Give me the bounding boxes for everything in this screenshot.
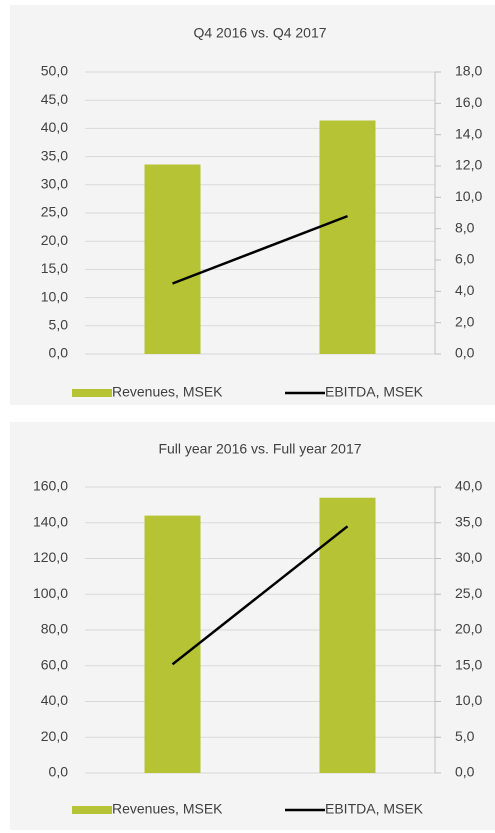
y2-tick-label: 16,0 — [455, 94, 482, 110]
y-tick-label: 45,0 — [41, 91, 68, 107]
panel — [10, 5, 495, 405]
y2-tick-label: 10,0 — [455, 692, 482, 708]
bar — [144, 515, 201, 773]
chart-title: Full year 2016 vs. Full year 2017 — [158, 441, 361, 457]
y2-tick-label: 12,0 — [455, 157, 482, 173]
chart-title: Q4 2016 vs. Q4 2017 — [193, 25, 326, 41]
y2-tick-label: 0,0 — [455, 345, 475, 361]
y2-tick-label: 18,0 — [455, 63, 482, 79]
panel — [10, 422, 495, 830]
line — [171, 525, 349, 666]
y2-tick-label: 5,0 — [455, 728, 475, 744]
y-tick-label: 10,0 — [41, 288, 68, 304]
legend-label: EBITDA, MSEK — [325, 384, 424, 400]
legend-swatch — [72, 389, 112, 397]
y-tick-label: 15,0 — [41, 260, 68, 276]
y2-tick-label: 25,0 — [455, 585, 482, 601]
y2-tick-label: 2,0 — [455, 313, 475, 329]
y2-tick-label: 10,0 — [455, 188, 482, 204]
y2-tick-label: 14,0 — [455, 125, 482, 141]
y2-tick-label: 8,0 — [455, 219, 475, 235]
y2-tick-label: 4,0 — [455, 282, 475, 298]
bar — [144, 164, 201, 354]
line — [172, 214, 348, 285]
legend-swatch — [72, 806, 112, 814]
y-tick-label: 40,0 — [41, 692, 68, 708]
y-tick-label: 120,0 — [33, 549, 68, 565]
legend-label: EBITDA, MSEK — [325, 801, 424, 817]
y-tick-label: 80,0 — [41, 621, 68, 637]
y2-tick-label: 0,0 — [455, 764, 475, 780]
y-tick-label: 5,0 — [49, 317, 69, 333]
y-tick-label: 20,0 — [41, 728, 68, 744]
bar — [319, 497, 376, 773]
y-tick-label: 20,0 — [41, 232, 68, 248]
legend-label: Revenues, MSEK — [112, 801, 223, 817]
y-tick-label: 30,0 — [41, 176, 68, 192]
bar — [319, 120, 376, 354]
y2-tick-label: 40,0 — [455, 478, 482, 494]
y-tick-label: 50,0 — [41, 63, 68, 79]
y2-tick-label: 30,0 — [455, 549, 482, 565]
y-tick-label: 25,0 — [41, 204, 68, 220]
y2-tick-label: 20,0 — [455, 621, 482, 637]
y2-tick-label: 15,0 — [455, 656, 482, 672]
legend-label: Revenues, MSEK — [112, 384, 223, 400]
y-tick-label: 100,0 — [33, 585, 68, 601]
y-tick-label: 35,0 — [41, 147, 68, 163]
y-tick-label: 40,0 — [41, 119, 68, 135]
y-tick-label: 60,0 — [41, 656, 68, 672]
y-tick-label: 0,0 — [49, 764, 69, 780]
y-tick-label: 160,0 — [33, 478, 68, 494]
y-tick-label: 0,0 — [49, 345, 69, 361]
y2-tick-label: 6,0 — [455, 251, 475, 267]
y2-tick-label: 35,0 — [455, 513, 482, 529]
y-tick-label: 140,0 — [33, 513, 68, 529]
